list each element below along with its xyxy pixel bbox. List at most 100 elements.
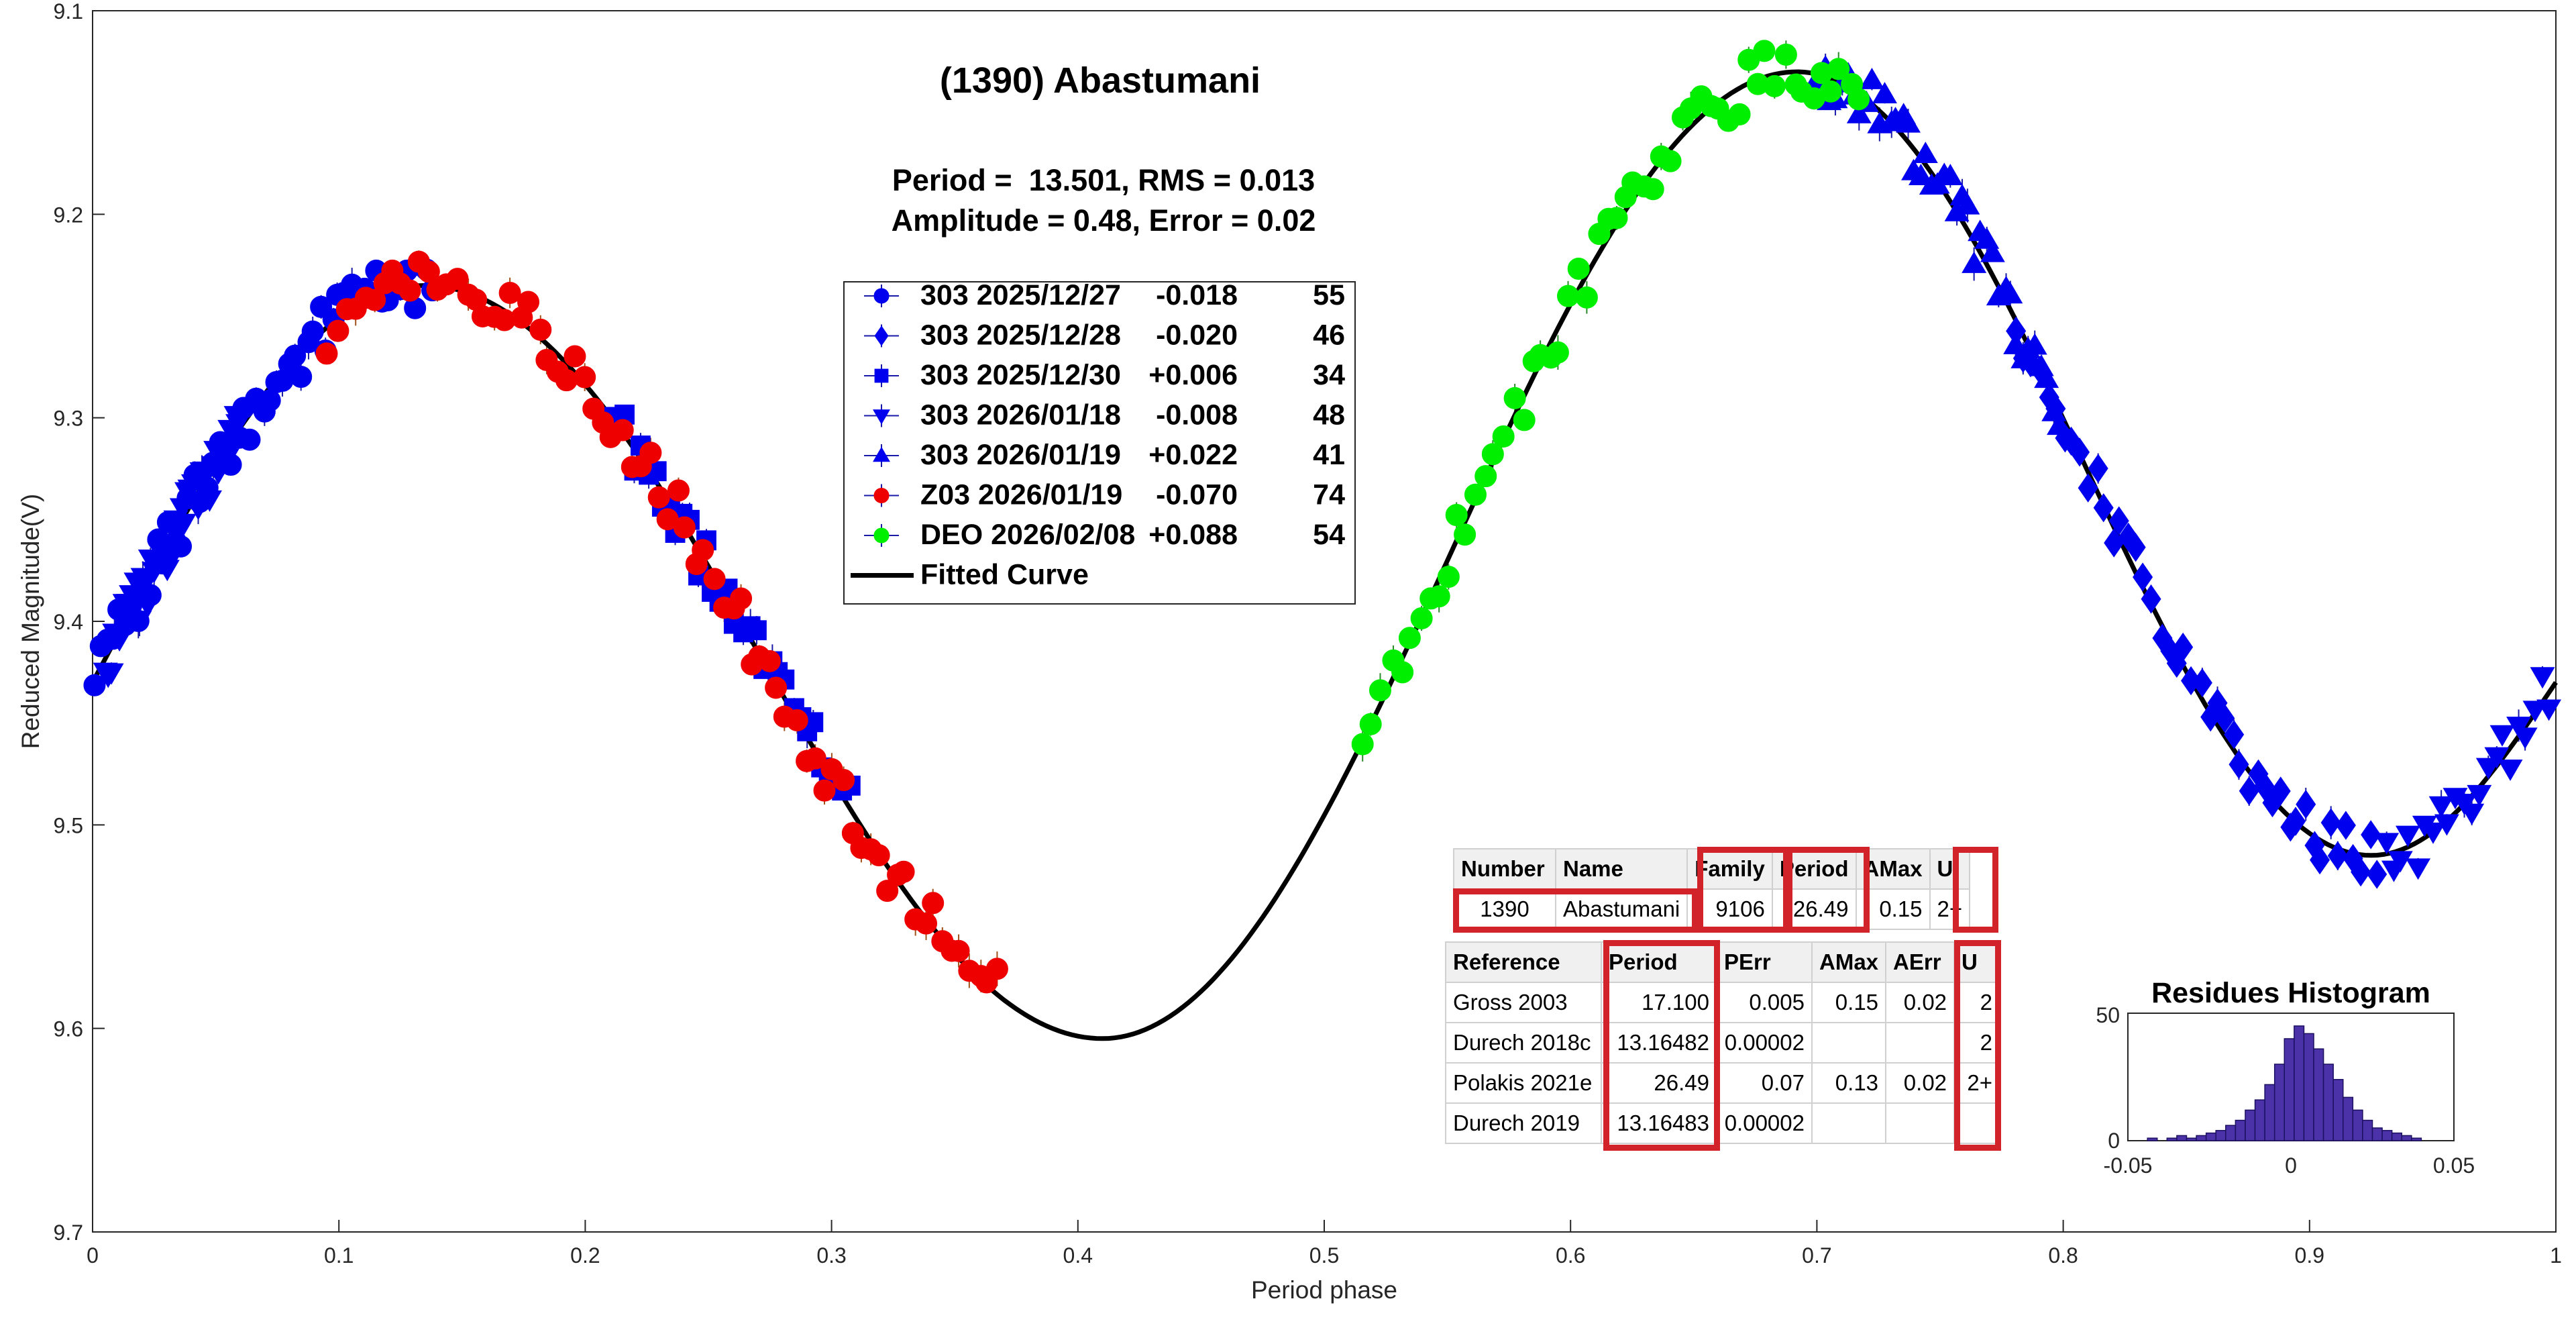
legend-box bbox=[843, 281, 1356, 605]
data-point bbox=[922, 892, 945, 915]
data-point bbox=[2088, 454, 2108, 483]
data-point bbox=[1774, 43, 1797, 66]
header-number: Number bbox=[1453, 848, 1556, 890]
ref-header-perr: PErr bbox=[1716, 941, 1813, 983]
data-point bbox=[2229, 749, 2249, 779]
x-tick-label: 0.2 bbox=[570, 1243, 600, 1268]
series-3 bbox=[93, 406, 251, 688]
data-point bbox=[238, 428, 261, 451]
ref-header-reference: Reference bbox=[1445, 941, 1602, 983]
data-point bbox=[703, 568, 726, 590]
data-point bbox=[1474, 465, 1497, 488]
histogram-bar bbox=[2254, 1099, 2265, 1141]
legend-offset: +0.088 bbox=[1148, 519, 1238, 551]
data-point bbox=[2022, 333, 2047, 355]
legend-offset: -0.008 bbox=[1156, 399, 1238, 431]
legend-offset: -0.020 bbox=[1156, 319, 1238, 352]
data-point bbox=[876, 880, 899, 902]
ref-cell-amax: 0.13 bbox=[1811, 1062, 1887, 1104]
data-point bbox=[1513, 409, 1536, 431]
data-point bbox=[2173, 632, 2194, 662]
ref-cell-aerr: 0.02 bbox=[1885, 982, 1955, 1023]
data-point bbox=[833, 769, 855, 792]
data-point bbox=[915, 912, 938, 935]
legend-fit-label: Fitted Curve bbox=[920, 559, 1089, 591]
legend-count: 74 bbox=[1313, 479, 1345, 511]
data-point bbox=[2530, 667, 2555, 689]
data-point bbox=[2046, 413, 2072, 435]
data-point bbox=[1962, 251, 1987, 273]
chart-subtitle-1: Period = 13.501, RMS = 0.013 bbox=[892, 163, 1315, 197]
data-point bbox=[1763, 74, 1786, 97]
data-point bbox=[2320, 808, 2341, 837]
histogram-bar bbox=[2352, 1109, 2363, 1141]
data-point bbox=[1847, 88, 1870, 111]
data-point bbox=[2254, 771, 2275, 800]
data-point bbox=[1937, 164, 1963, 186]
legend-label: 303 2026/01/19 bbox=[920, 439, 1121, 471]
y-tick-label: 9.3 bbox=[54, 407, 83, 431]
data-point bbox=[186, 499, 211, 521]
data-point bbox=[2034, 366, 2059, 389]
legend-label: 303 2025/12/30 bbox=[920, 359, 1121, 391]
data-point bbox=[1913, 142, 1938, 163]
data-point bbox=[160, 544, 186, 566]
data-point bbox=[2459, 803, 2485, 825]
ref-header-aerr: AErr bbox=[1885, 941, 1955, 983]
histogram-bar bbox=[2215, 1130, 2226, 1141]
histogram-bar bbox=[2205, 1132, 2216, 1141]
legend-label: 303 2025/12/28 bbox=[920, 319, 1121, 352]
x-tick-label: 0.9 bbox=[2295, 1243, 2324, 1268]
ref-cell-reference: Polakis 2021e bbox=[1445, 1062, 1602, 1104]
histogram-ytick-50: 50 bbox=[2096, 1003, 2120, 1027]
legend-label: DEO 2026/02/08 bbox=[920, 519, 1135, 551]
header-u: U bbox=[1929, 848, 1971, 890]
histogram-bar bbox=[2313, 1048, 2324, 1141]
y-axis-label: Reduced Magnitude(V) bbox=[17, 494, 44, 749]
data-point bbox=[1909, 164, 1933, 185]
data-point bbox=[1492, 425, 1515, 448]
data-point bbox=[564, 345, 586, 368]
x-tick-label: 1 bbox=[2550, 1243, 2562, 1268]
data-point bbox=[2327, 841, 2348, 871]
data-point bbox=[2498, 760, 2523, 781]
data-point bbox=[1955, 193, 1980, 215]
data-point bbox=[2512, 727, 2538, 749]
legend-count: 54 bbox=[1313, 519, 1345, 551]
reference-row: Durech 2018c 13.16482 0.00002 2 bbox=[1445, 1022, 2001, 1064]
data-point bbox=[225, 414, 251, 436]
data-point bbox=[2428, 796, 2454, 818]
header-name: Name bbox=[1554, 848, 1688, 890]
data-point bbox=[747, 620, 767, 641]
data-point bbox=[1410, 607, 1433, 629]
x-tick-label: 0 bbox=[87, 1243, 99, 1268]
data-point bbox=[2434, 814, 2459, 836]
histogram-bar bbox=[2371, 1127, 2383, 1141]
histogram-bar bbox=[2401, 1135, 2412, 1141]
chart-subtitle-2: Amplitude = 0.48, Error = 0.02 bbox=[892, 203, 1316, 238]
data-point bbox=[813, 779, 836, 802]
data-point bbox=[529, 318, 552, 341]
data-point bbox=[169, 498, 195, 520]
data-point bbox=[1659, 150, 1682, 172]
histogram-bar bbox=[2411, 1137, 2422, 1141]
y-tick-label: 9.5 bbox=[54, 813, 83, 837]
data-point bbox=[667, 479, 690, 502]
data-point bbox=[1819, 80, 1842, 103]
reference-row: Durech 2019 13.16483 0.00002 bbox=[1445, 1102, 2001, 1144]
data-point bbox=[2310, 845, 2330, 875]
data-point bbox=[2296, 790, 2316, 819]
x-tick-label: 0.6 bbox=[1556, 1243, 1585, 1268]
data-point bbox=[1728, 103, 1751, 125]
data-point bbox=[867, 844, 890, 867]
legend-count: 34 bbox=[1313, 359, 1345, 391]
data-point bbox=[647, 486, 670, 509]
histogram-bar bbox=[2264, 1084, 2275, 1141]
data-point bbox=[1753, 40, 1776, 62]
ref-cell-u: 2 bbox=[1953, 1022, 2001, 1064]
data-point bbox=[947, 939, 970, 962]
y-tick-label: 9.2 bbox=[54, 203, 83, 227]
ref-cell-period: 17.100 bbox=[1601, 982, 1717, 1023]
chart-title: (1390) Abastumani bbox=[940, 60, 1260, 101]
histogram-bar bbox=[2245, 1109, 2256, 1141]
